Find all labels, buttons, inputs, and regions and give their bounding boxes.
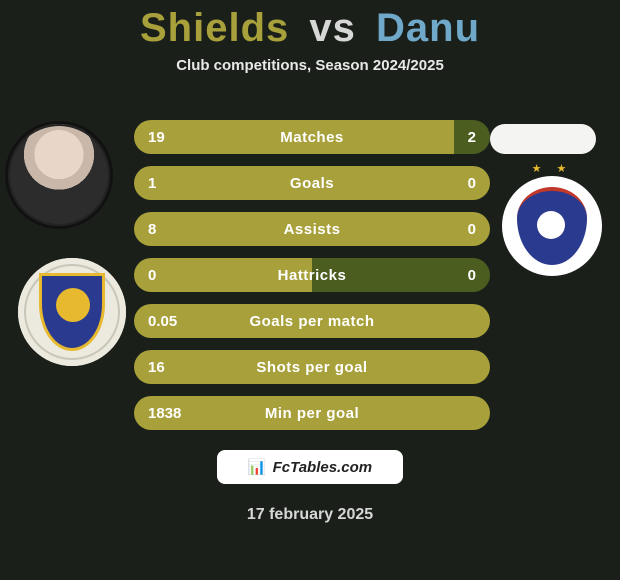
stat-bar-right-value: 2 [468,129,476,146]
stat-bar-left-value: 16 [148,359,165,376]
stat-bar: Goals per match0.05 [134,304,490,338]
stat-bar-right-value: 0 [468,175,476,192]
stat-bar-left-value: 1 [148,175,156,192]
stat-bar-left-segment [134,212,490,246]
brand-text: FcTables.com [273,459,372,476]
stat-bar: Hattricks00 [134,258,490,292]
club-badge-shield-icon [39,273,105,351]
stat-bar: Shots per goal16 [134,350,490,384]
stat-bar-left-segment [134,258,312,292]
stat-bar-right-value: 0 [468,221,476,238]
subtitle: Club competitions, Season 2024/2025 [0,57,620,74]
stat-bar-left-value: 19 [148,129,165,146]
stat-bar-left-value: 0 [148,267,156,284]
comparison-bars: Matches192Goals10Assists80Hattricks00Goa… [134,120,490,442]
brand-badge: 📊 FcTables.com [217,450,403,484]
stat-bar: Goals10 [134,166,490,200]
club-badge-shield-icon [517,187,587,265]
stat-bar: Assists80 [134,212,490,246]
club-badge-stars-icon: ★ ★ [502,162,602,175]
stat-bar-left-segment [134,120,454,154]
player2-name: Danu [376,6,480,50]
brand-chart-icon: 📊 [248,458,267,476]
stat-bar-left-segment [134,166,490,200]
stat-bar-left-value: 0.05 [148,313,177,330]
stat-bar-left-segment [134,304,490,338]
stat-bar-right-value: 0 [468,267,476,284]
date-line: 17 february 2025 [0,506,620,524]
comparison-title: Shields vs Danu [0,0,620,51]
stat-bar-left-value: 8 [148,221,156,238]
stat-bar-left-segment [134,350,490,384]
title-vs: vs [309,6,356,50]
player1-photo [8,124,110,226]
stat-bar: Min per goal1838 [134,396,490,430]
player2-club-badge: ★ ★ [502,176,602,276]
player2-photo [490,124,596,154]
stat-bar: Matches192 [134,120,490,154]
stat-bar-left-value: 1838 [148,405,181,422]
player1-name: Shields [140,6,289,50]
stat-bar-left-segment [134,396,490,430]
player1-club-badge [18,258,126,366]
stat-bar-right-segment [312,258,490,292]
